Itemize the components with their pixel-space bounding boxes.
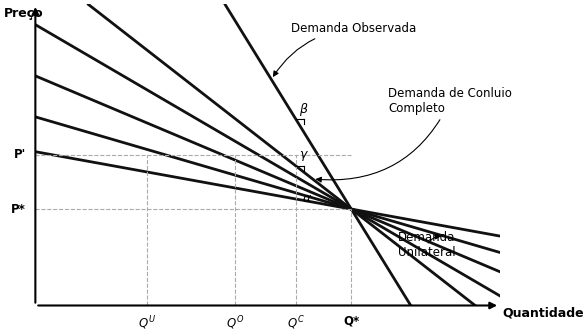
Text: P*: P* <box>11 203 26 215</box>
Text: Quantidade: Quantidade <box>502 307 584 320</box>
Text: α: α <box>302 192 310 205</box>
Text: $Q^O$: $Q^O$ <box>226 315 244 332</box>
Text: Demanda de Conluio
Completo: Demanda de Conluio Completo <box>316 86 512 182</box>
Text: Demanda Observada: Demanda Observada <box>273 22 416 76</box>
Text: Q*: Q* <box>343 315 359 328</box>
Text: $Q^C$: $Q^C$ <box>286 315 305 332</box>
Text: γ: γ <box>299 148 306 161</box>
Text: β: β <box>299 103 308 116</box>
Text: Demanda
Unilateral: Demanda Unilateral <box>397 231 455 259</box>
Text: P': P' <box>14 148 26 161</box>
Text: $Q^U$: $Q^U$ <box>138 315 156 332</box>
Text: Preço: Preço <box>4 7 44 20</box>
